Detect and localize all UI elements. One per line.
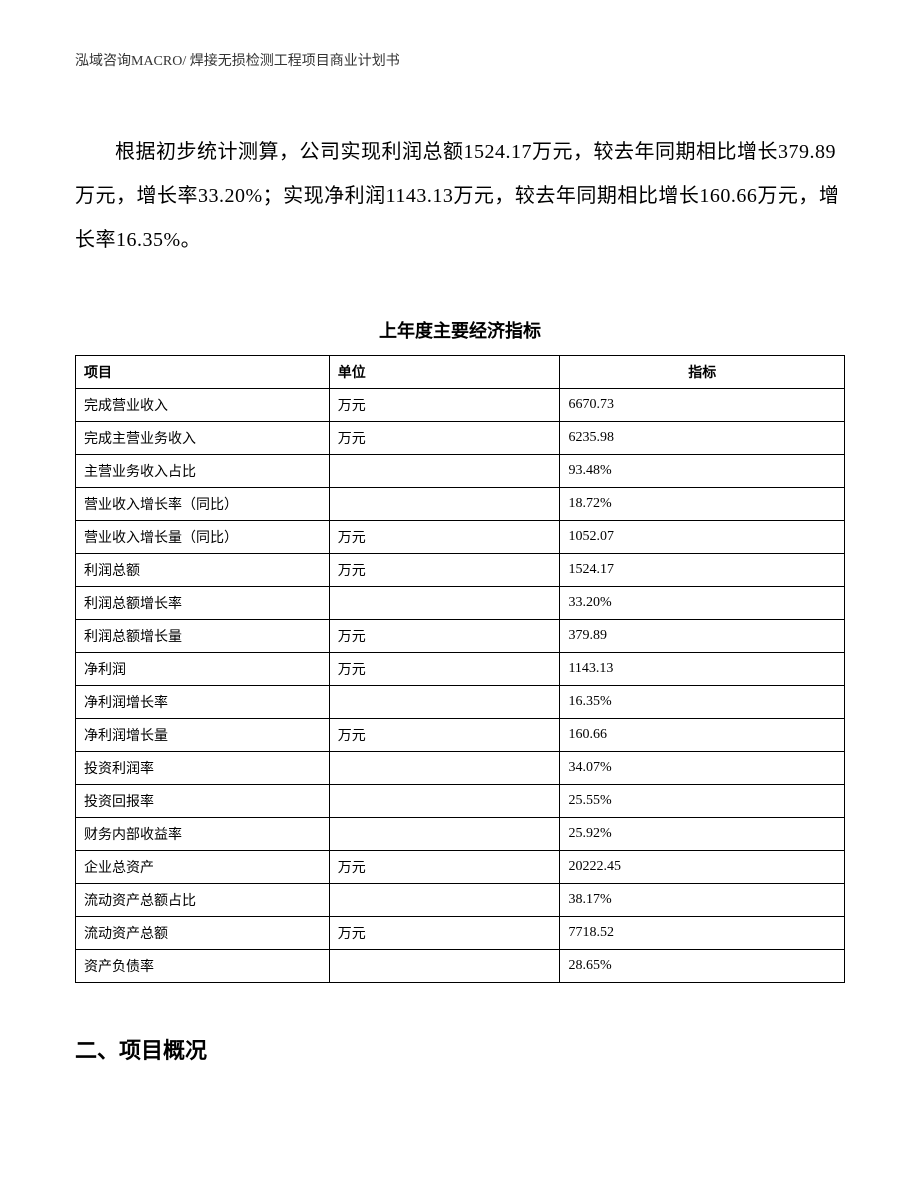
- table-cell: [329, 488, 560, 521]
- table-cell: [329, 950, 560, 983]
- economic-indicators-table: 项目 单位 指标 完成营业收入万元6670.73完成主营业务收入万元6235.9…: [75, 355, 845, 983]
- table-row: 利润总额万元1524.17: [76, 554, 845, 587]
- page-header: 泓域咨询MACRO/ 焊接无损检测工程项目商业计划书: [75, 50, 845, 70]
- table-cell: 93.48%: [560, 455, 845, 488]
- table-cell: 160.66: [560, 719, 845, 752]
- table-cell: 万元: [329, 851, 560, 884]
- table-cell: 万元: [329, 554, 560, 587]
- col-header-unit: 单位: [329, 356, 560, 389]
- table-cell: [329, 818, 560, 851]
- table-row: 流动资产总额占比 38.17%: [76, 884, 845, 917]
- section-heading: 二、项目概况: [75, 1033, 845, 1065]
- table-cell: 6235.98: [560, 422, 845, 455]
- table-row: 投资回报率 25.55%: [76, 785, 845, 818]
- table-row: 净利润万元1143.13: [76, 653, 845, 686]
- table-cell: 38.17%: [560, 884, 845, 917]
- table-cell: [329, 455, 560, 488]
- body-paragraph: 根据初步统计测算，公司实现利润总额1524.17万元，较去年同期相比增长379.…: [75, 130, 845, 262]
- table-cell: 利润总额增长率: [76, 587, 330, 620]
- table-cell: 企业总资产: [76, 851, 330, 884]
- table-row: 流动资产总额万元7718.52: [76, 917, 845, 950]
- table-row: 财务内部收益率 25.92%: [76, 818, 845, 851]
- table-cell: 流动资产总额占比: [76, 884, 330, 917]
- table-row: 利润总额增长量万元379.89: [76, 620, 845, 653]
- table-cell: 1143.13: [560, 653, 845, 686]
- table-row: 资产负债率 28.65%: [76, 950, 845, 983]
- table-cell: [329, 587, 560, 620]
- table-cell: [329, 686, 560, 719]
- table-cell: 1052.07: [560, 521, 845, 554]
- table-row: 完成营业收入万元6670.73: [76, 389, 845, 422]
- table-cell: 7718.52: [560, 917, 845, 950]
- table-row: 企业总资产万元20222.45: [76, 851, 845, 884]
- table-cell: 净利润增长率: [76, 686, 330, 719]
- table-cell: 财务内部收益率: [76, 818, 330, 851]
- table-cell: 33.20%: [560, 587, 845, 620]
- table-cell: 利润总额增长量: [76, 620, 330, 653]
- col-header-project: 项目: [76, 356, 330, 389]
- table-row: 净利润增长率 16.35%: [76, 686, 845, 719]
- table-row: 主营业务收入占比 93.48%: [76, 455, 845, 488]
- table-row: 净利润增长量万元160.66: [76, 719, 845, 752]
- table-cell: 万元: [329, 719, 560, 752]
- table-row: 投资利润率 34.07%: [76, 752, 845, 785]
- table-row: 营业收入增长量（同比）万元1052.07: [76, 521, 845, 554]
- table-cell: 净利润增长量: [76, 719, 330, 752]
- table-cell: 万元: [329, 653, 560, 686]
- table-row: 营业收入增长率（同比） 18.72%: [76, 488, 845, 521]
- table-cell: 万元: [329, 620, 560, 653]
- table-cell: [329, 884, 560, 917]
- table-cell: 资产负债率: [76, 950, 330, 983]
- table-cell: 净利润: [76, 653, 330, 686]
- table-cell: [329, 785, 560, 818]
- table-cell: 万元: [329, 917, 560, 950]
- table-cell: 利润总额: [76, 554, 330, 587]
- table-cell: 投资回报率: [76, 785, 330, 818]
- table-cell: 20222.45: [560, 851, 845, 884]
- table-cell: 25.92%: [560, 818, 845, 851]
- table-header-row: 项目 单位 指标: [76, 356, 845, 389]
- table-cell: 28.65%: [560, 950, 845, 983]
- table-cell: 18.72%: [560, 488, 845, 521]
- table-cell: 6670.73: [560, 389, 845, 422]
- table-cell: 投资利润率: [76, 752, 330, 785]
- col-header-indicator: 指标: [560, 356, 845, 389]
- table-cell: 万元: [329, 422, 560, 455]
- table-cell: 16.35%: [560, 686, 845, 719]
- table-cell: 1524.17: [560, 554, 845, 587]
- table-row: 完成主营业务收入万元6235.98: [76, 422, 845, 455]
- table-cell: 万元: [329, 521, 560, 554]
- table-cell: 完成主营业务收入: [76, 422, 330, 455]
- table-cell: 379.89: [560, 620, 845, 653]
- table-cell: 25.55%: [560, 785, 845, 818]
- table-cell: [329, 752, 560, 785]
- table-cell: 营业收入增长量（同比）: [76, 521, 330, 554]
- table-cell: 流动资产总额: [76, 917, 330, 950]
- table-title: 上年度主要经济指标: [75, 317, 845, 343]
- table-cell: 主营业务收入占比: [76, 455, 330, 488]
- table-cell: 34.07%: [560, 752, 845, 785]
- table-row: 利润总额增长率 33.20%: [76, 587, 845, 620]
- table-cell: 完成营业收入: [76, 389, 330, 422]
- table-cell: 营业收入增长率（同比）: [76, 488, 330, 521]
- table-cell: 万元: [329, 389, 560, 422]
